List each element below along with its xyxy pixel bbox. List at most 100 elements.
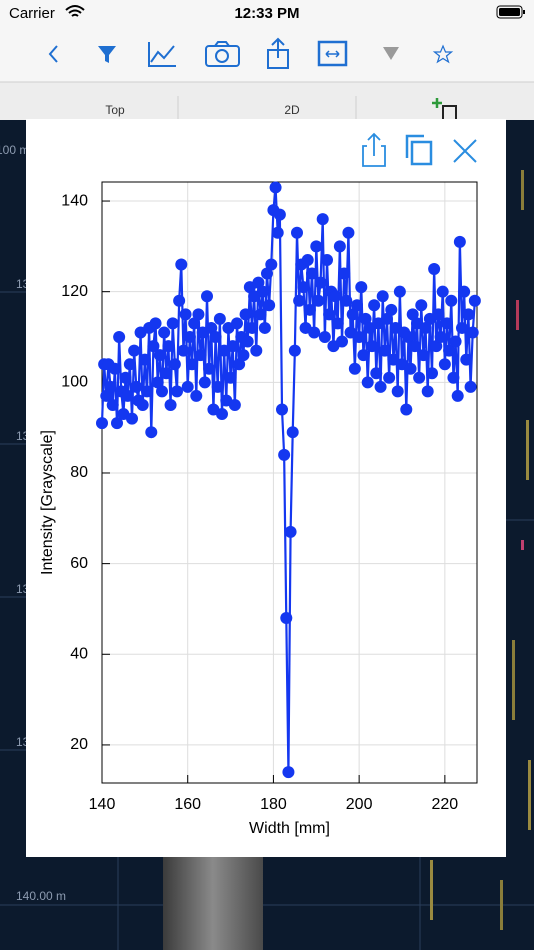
copy-button[interactable] [405, 134, 433, 166]
data-point [460, 353, 473, 366]
data-point [370, 367, 383, 380]
data-point [190, 389, 203, 402]
data-point [421, 385, 434, 398]
y-tick-label: 120 [61, 283, 88, 300]
data-point [104, 380, 117, 393]
data-point [168, 358, 181, 371]
clock: 12:33 PM [234, 5, 299, 22]
data-point [201, 290, 213, 303]
data-point [451, 389, 464, 402]
data-point [321, 253, 333, 266]
data-point [192, 308, 205, 321]
data-point [149, 317, 162, 330]
data-point [113, 331, 126, 344]
x-tick-label: 200 [346, 796, 373, 813]
data-point [186, 358, 198, 371]
data-point [306, 267, 318, 280]
data-point [288, 344, 301, 357]
data-point [203, 362, 216, 375]
data-point [312, 294, 325, 307]
data-point [130, 380, 143, 393]
back-button[interactable] [48, 45, 58, 63]
data-point [434, 331, 447, 344]
data-point [96, 417, 108, 430]
data-point [282, 766, 295, 779]
data-point [123, 358, 136, 371]
data-point [171, 385, 183, 398]
data-point [331, 317, 344, 330]
filter-button[interactable] [98, 46, 116, 63]
data-point [462, 308, 475, 321]
chart-button[interactable] [148, 42, 176, 67]
data-point [100, 389, 113, 402]
scan-strip [163, 857, 263, 950]
data-point [291, 226, 303, 239]
data-point [419, 321, 432, 334]
data-point [273, 208, 286, 221]
y-axis-label: Intensity [Grayscale] [39, 430, 56, 575]
data-point [340, 294, 353, 307]
data-point [224, 371, 237, 384]
data-point [233, 358, 246, 371]
data-point [353, 331, 366, 344]
data-point [378, 344, 391, 357]
data-point [336, 335, 348, 348]
data-point [166, 317, 179, 330]
x-axis-label: Width [mm] [249, 820, 330, 837]
data-point [213, 312, 226, 325]
data-point [278, 448, 291, 461]
data-point [226, 340, 239, 353]
marker-button[interactable] [383, 47, 399, 60]
data-point [194, 349, 207, 362]
data-point [385, 303, 398, 316]
data-point [404, 362, 417, 375]
data-point [239, 308, 252, 321]
chart: 140 160 180 200 220 20 40 60 80 100 120 140 Width [m… [39, 181, 481, 837]
data-point [413, 371, 426, 384]
y-tick-label: 100 [61, 374, 88, 391]
data-point [271, 226, 284, 239]
favorite-button[interactable] [432, 44, 454, 64]
modal [26, 119, 506, 857]
add-icon[interactable] [432, 98, 442, 108]
export-button[interactable] [362, 132, 386, 167]
data-point [333, 240, 346, 253]
data-point [443, 344, 456, 357]
data-point [106, 398, 119, 411]
data-point [303, 303, 316, 316]
data-point [119, 371, 132, 384]
data-point [449, 335, 462, 348]
data-point [156, 385, 168, 398]
data-point [393, 285, 406, 298]
share-button[interactable] [267, 37, 289, 69]
tab-bar [0, 82, 534, 120]
camera-button[interactable] [205, 41, 240, 67]
data-point [453, 235, 466, 248]
close-button[interactable] [453, 139, 477, 163]
tab[interactable]: Top [105, 103, 125, 117]
data-point [464, 380, 477, 393]
data-point [256, 285, 269, 298]
y-tick-label: 80 [70, 464, 88, 481]
data-point [368, 299, 381, 312]
data-point [468, 294, 481, 307]
data-point [316, 213, 329, 226]
frame-button[interactable] [317, 40, 348, 67]
data-point [175, 258, 188, 271]
data-point [145, 426, 158, 439]
depth-label: 100 m [0, 143, 29, 157]
data-point [323, 308, 336, 321]
data-point [376, 290, 389, 303]
data-point [162, 340, 175, 353]
carrier: Carrier [9, 5, 55, 22]
tab[interactable]: 2D [284, 103, 300, 117]
data-point [177, 344, 190, 357]
data-point [164, 398, 177, 411]
y-tick-label: 140 [61, 192, 88, 209]
plot-frame [101, 181, 478, 784]
data-point [153, 349, 166, 362]
data-point [269, 181, 282, 194]
data-point [136, 398, 149, 411]
data-point [293, 294, 306, 307]
data-point [121, 389, 134, 402]
